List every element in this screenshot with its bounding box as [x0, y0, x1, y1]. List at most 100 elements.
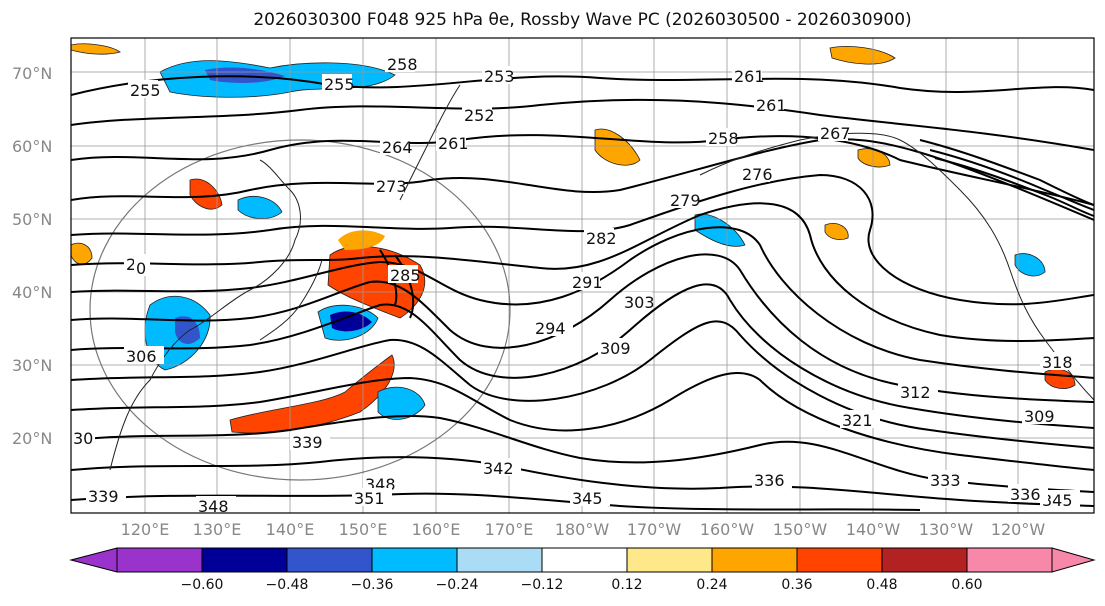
- colorbar-tick-label: −0.36: [350, 577, 394, 593]
- contour-label: 258: [387, 55, 418, 74]
- anomaly-positive-region-bering: [829, 46, 896, 65]
- contour-label-bg: [570, 488, 610, 506]
- lat-label-70n: 70°N: [12, 64, 53, 83]
- contour-label: 309: [600, 339, 631, 358]
- lat-label-20n: 20°N: [12, 429, 53, 448]
- colorbar-segment-4: [371, 547, 458, 573]
- contour-label: 267: [820, 124, 851, 143]
- anomaly-negative-region-manchuria: [237, 196, 283, 219]
- contour-label: 264: [382, 138, 413, 157]
- contour-label: 333: [930, 471, 961, 490]
- contour-label: 345: [572, 489, 603, 508]
- coastline-kamchatka: [399, 84, 461, 201]
- anomaly-positive-region-subtropical-east: [824, 223, 849, 240]
- colorbar-extend-high: [1051, 547, 1096, 573]
- contour-line: [71, 173, 1094, 306]
- contour-label-bg: [1008, 484, 1048, 502]
- colorbar-segment-3: [286, 547, 373, 573]
- contour-label: 258: [708, 129, 739, 148]
- colorbar-tick-label: 0.12: [611, 577, 643, 593]
- colorbar-tick-label: −0.24: [435, 577, 479, 593]
- contour-label-bg: [385, 54, 415, 72]
- anomaly-positive-region-yellow-sea: [189, 178, 223, 210]
- anomaly-positive-region-aleutian-west: [71, 43, 121, 55]
- contour-line: [394, 254, 415, 319]
- contour-label-bg: [71, 428, 95, 446]
- contour-line: [929, 149, 1094, 211]
- lon-label-130w: 130°W: [918, 520, 974, 539]
- colorbar-segment-6: [541, 547, 628, 573]
- contour-label: 0: [136, 259, 146, 278]
- lon-label-140w: 140°W: [845, 520, 901, 539]
- lon-label-130e: 130°E: [192, 520, 242, 539]
- contour-line: [71, 75, 1094, 96]
- coastline-japan: [259, 259, 323, 341]
- contour-label: 291: [572, 273, 603, 292]
- contour-label-bg: [622, 292, 652, 310]
- contour-label: 306: [126, 347, 157, 366]
- contour-line: [71, 283, 1094, 429]
- contour-label: 279: [670, 191, 701, 210]
- lon-label-170e: 170°E: [484, 520, 534, 539]
- contour-label-bg: [818, 123, 848, 141]
- anomaly-positive-region-west-coast: [71, 242, 93, 265]
- contour-label-bg: [1022, 406, 1062, 424]
- anomaly-negative-core-okhotsk: [205, 67, 285, 83]
- contour-label: 285: [390, 266, 421, 285]
- colorbar-segment-11: [966, 547, 1053, 573]
- colorbar-segment-8: [711, 547, 798, 573]
- lon-label-150e: 150°E: [338, 520, 388, 539]
- colorbar-tick-label: −0.12: [520, 577, 564, 593]
- colorbar-tick-label: −0.48: [265, 577, 309, 593]
- contour-label-bg: [482, 66, 512, 84]
- contour-label: 336: [754, 471, 785, 490]
- lat-label-30n: 30°N: [12, 356, 53, 375]
- contour-label-bg: [706, 128, 736, 146]
- contour-label: 261: [438, 134, 469, 153]
- contour-line: [919, 139, 1094, 206]
- contour-line: [71, 320, 1094, 449]
- anomaly-positive-fringe-japan: [338, 230, 385, 250]
- contour-label: 339: [88, 487, 119, 506]
- contour-label-bg: [290, 432, 330, 450]
- contour-label: 351: [354, 489, 385, 508]
- contour-line: [71, 138, 1094, 221]
- contour-label: 312: [900, 383, 931, 402]
- contour-label: 294: [535, 319, 566, 338]
- colorbar-segment-5: [456, 547, 543, 573]
- lat-label-60n: 60°N: [12, 137, 53, 156]
- contour-label: 282: [586, 229, 617, 248]
- contour-label: 303: [624, 293, 655, 312]
- contour-line: [71, 372, 1094, 471]
- contour-label: 261: [734, 67, 765, 86]
- map-frame: [70, 37, 1095, 514]
- contour-label-bg: [388, 265, 418, 283]
- contour-line: [71, 134, 1094, 206]
- colorbar-tick-label: 0.60: [951, 577, 983, 593]
- lon-label-160w: 160°W: [699, 520, 755, 539]
- contour-label-bg: [533, 318, 573, 336]
- contour-label-bg: [898, 382, 938, 400]
- colorbar-segment-10: [881, 547, 968, 573]
- contour-label: 273: [376, 177, 407, 196]
- contour-label-bg: [363, 474, 403, 492]
- contour-line: [71, 98, 1094, 151]
- contour-label-bg: [322, 74, 352, 92]
- contour-label: 339: [292, 433, 323, 452]
- contour-label-bg: [928, 470, 968, 488]
- contour-label: 342: [483, 459, 514, 478]
- contour-label-bg: [668, 190, 698, 208]
- contour-label-bg: [1040, 490, 1080, 508]
- contour-label-bg: [352, 488, 392, 506]
- contour-label-bg: [380, 137, 410, 155]
- contour-label-bg: [436, 133, 466, 151]
- colorbar-segment-2: [201, 547, 288, 573]
- contour-label-bg: [86, 486, 126, 504]
- contour-line: [934, 157, 1094, 217]
- contour-label-bg: [481, 458, 521, 476]
- colorbar-tick-label: 0.48: [866, 577, 898, 593]
- contour-label-bg: [584, 228, 614, 246]
- contour-label: 261: [756, 96, 787, 115]
- anomaly-negative-region-central-pacific: [694, 213, 746, 247]
- lon-label-150w: 150°W: [772, 520, 828, 539]
